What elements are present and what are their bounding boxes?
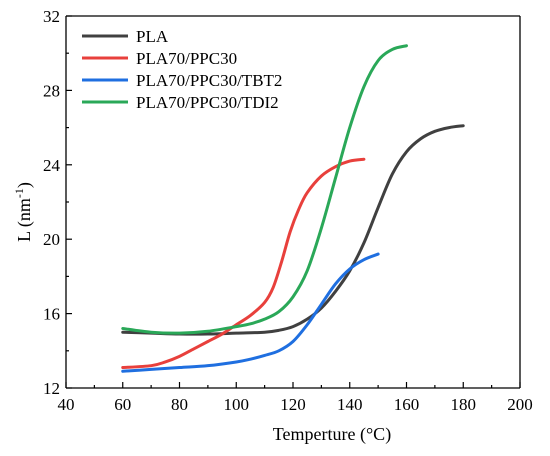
y-tick-label: 28 <box>43 81 60 100</box>
y-tick-label: 12 <box>43 379 60 398</box>
y-axis-title-close: ) <box>14 182 35 188</box>
legend-label-4: PLA70/PPC30/TDI2 <box>136 93 279 112</box>
x-ticks: 40 60 80 100 120 140 160 180 200 <box>58 382 533 414</box>
x-tick-label: 140 <box>337 395 363 414</box>
x-tick-label: 180 <box>451 395 477 414</box>
legend-label-1: PLA <box>136 27 169 46</box>
x-tick-label: 80 <box>171 395 188 414</box>
y-axis-title-main: L (nm <box>14 198 35 242</box>
y-ticks: 12 16 20 24 28 32 <box>43 7 72 398</box>
y-tick-label: 20 <box>43 230 60 249</box>
series-group <box>121 44 465 373</box>
series-line-4 <box>121 44 408 335</box>
legend-label-2: PLA70/PPC30 <box>136 49 237 68</box>
x-tick-label: 120 <box>280 395 306 414</box>
y-tick-label: 16 <box>43 305 60 324</box>
legend-label-3: PLA70/PPC30/TBT2 <box>136 71 282 90</box>
x-tick-label: 100 <box>224 395 250 414</box>
x-tick-label: 40 <box>58 395 75 414</box>
x-tick-label: 160 <box>394 395 420 414</box>
y-tick-label: 32 <box>43 7 60 26</box>
series-line-2 <box>121 157 366 370</box>
series-line-1 <box>121 124 465 336</box>
series-line-3 <box>121 252 380 373</box>
x-tick-label: 60 <box>114 395 131 414</box>
x-axis-title: Temperture (°C) <box>273 424 391 445</box>
y-tick-label: 24 <box>43 156 61 175</box>
x-tick-label: 200 <box>507 395 533 414</box>
y-axis-title: L (nm-1) <box>12 182 35 242</box>
legend: PLA PLA70/PPC30 PLA70/PPC30/TBT2 PLA70/PPC3… <box>82 27 282 112</box>
y-axis-title-superscript: -1 <box>12 188 26 198</box>
